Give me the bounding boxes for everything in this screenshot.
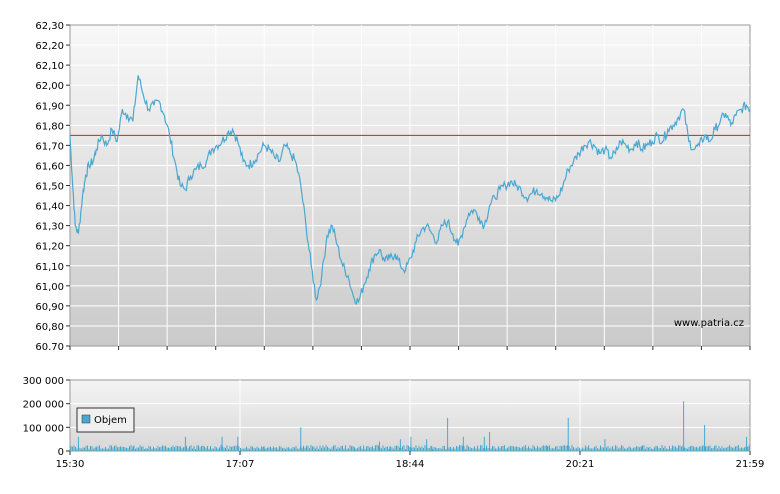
legend-swatch xyxy=(81,414,91,424)
watermark: www.patria.cz xyxy=(674,318,744,329)
price-panel: 62,30 62,20 62,10 62,00 61,90 61,80 61,70 61,60… xyxy=(35,21,751,353)
volume-y-tick-label: 300 000 xyxy=(23,376,64,387)
price-y-tick-label: 61,80 xyxy=(35,121,64,132)
price-y-tick-label: 61,30 xyxy=(35,222,64,233)
price-y-axis: 62,30 62,20 62,10 62,00 61,90 61,80 61,70 61,60… xyxy=(35,21,70,353)
price-y-tick-label: 60,80 xyxy=(35,322,64,333)
price-y-tick-label: 62,10 xyxy=(35,61,64,72)
price-y-tick-label: 61,60 xyxy=(35,161,64,172)
price-line-series xyxy=(69,75,751,306)
price-y-tick-label: 61,50 xyxy=(35,182,64,193)
price-y-tick-label: 60,90 xyxy=(35,302,64,313)
price-y-tick-label: 61,20 xyxy=(35,242,64,253)
volume-x-tick-label: 20:21 xyxy=(566,459,595,470)
volume-y-tick-label: 0 xyxy=(58,447,64,458)
price-y-tick-label: 61,70 xyxy=(35,141,64,152)
volume-panel: 300 000 200 000 100 000 0 15:30 17:07 18:44 20… xyxy=(23,376,765,470)
volume-x-tick-label: 17:07 xyxy=(226,459,255,470)
price-y-tick-label: 61,10 xyxy=(35,262,64,273)
price-y-tick-label: 62,30 xyxy=(35,21,64,32)
volume-x-tick-label: 21:59 xyxy=(736,459,765,470)
volume-x-tick-label: 15:30 xyxy=(56,459,85,470)
volume-legend: Objem xyxy=(76,407,135,433)
price-y-tick-label: 61,40 xyxy=(35,202,64,213)
volume-y-axis: 300 000 200 000 100 000 0 xyxy=(23,376,70,458)
volume-x-axis: 15:30 17:07 18:44 20:21 21:59 xyxy=(56,451,765,470)
price-y-tick-label: 61,00 xyxy=(35,282,64,293)
volume-y-tick-label: 200 000 xyxy=(23,400,64,411)
price-y-tick-label: 60.70 xyxy=(35,342,64,353)
price-y-tick-label: 62,00 xyxy=(35,81,64,92)
volume-bars xyxy=(70,401,750,451)
price-line xyxy=(69,75,751,306)
volume-grid xyxy=(70,380,750,451)
volume-y-tick-label: 100 000 xyxy=(23,423,64,434)
price-x-axis xyxy=(69,346,751,350)
price-y-tick-label: 62,20 xyxy=(35,41,64,52)
volume-x-tick-label: 18:44 xyxy=(396,459,425,470)
legend-label: Objem xyxy=(94,415,127,426)
price-y-tick-label: 61,90 xyxy=(35,101,64,112)
